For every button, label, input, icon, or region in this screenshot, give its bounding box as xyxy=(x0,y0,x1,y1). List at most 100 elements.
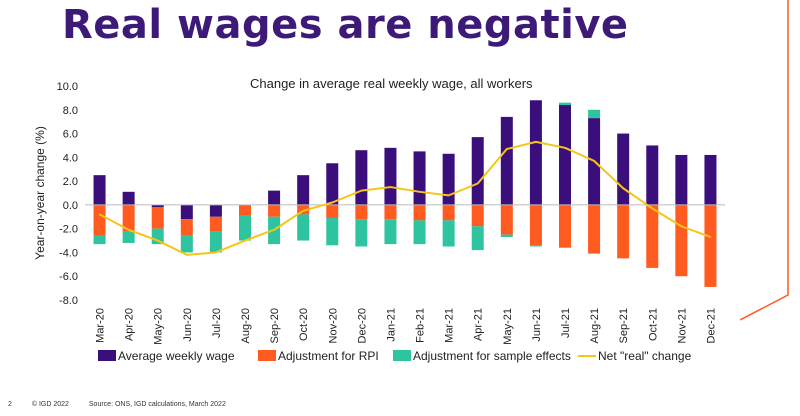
bar-wage xyxy=(151,204,164,208)
bar-rpi xyxy=(122,204,135,232)
footer-copyright: © IGD 2022 xyxy=(31,401,69,408)
bar-rpi xyxy=(268,204,281,217)
bar-wage xyxy=(529,100,542,205)
bar-wage xyxy=(297,175,310,205)
y-tick-label: 8.0 xyxy=(63,105,78,117)
net-change-point xyxy=(447,194,450,197)
x-tick-label: Dec-21 xyxy=(705,308,717,343)
net-change-point xyxy=(186,254,188,256)
y-tick-label: 4.0 xyxy=(63,152,78,164)
x-tick-label: Aug-21 xyxy=(589,308,601,343)
net-change-point xyxy=(389,186,392,188)
bar-sample xyxy=(122,231,135,243)
bar-rpi xyxy=(93,204,106,236)
bar-rpi xyxy=(151,207,164,229)
legend-swatch xyxy=(98,350,116,361)
bar-wage xyxy=(704,154,717,205)
net-change-point xyxy=(273,229,275,231)
net-change-point xyxy=(156,239,159,242)
y-tick-label: -6.0 xyxy=(59,271,78,283)
legend-label: Average weekly wage xyxy=(118,349,235,363)
x-tick-label: Mar-20 xyxy=(95,308,107,343)
bar-sample xyxy=(588,109,601,119)
net-change-point xyxy=(98,213,101,216)
x-tick-label: Apr-21 xyxy=(473,308,485,341)
bar-rpi xyxy=(384,204,397,220)
x-tick-label: Oct-21 xyxy=(647,308,659,341)
bar-wage xyxy=(559,105,571,205)
bar-sample xyxy=(384,219,397,245)
bar-rpi xyxy=(675,204,688,277)
x-tick-label: Sep-20 xyxy=(269,308,281,343)
bar-sample xyxy=(442,220,455,247)
net-change-point xyxy=(680,225,683,228)
legend-swatch xyxy=(393,350,411,361)
x-tick-label: Oct-20 xyxy=(298,308,310,341)
x-tick-label: Jan-21 xyxy=(385,308,397,342)
net-change-point xyxy=(244,239,246,242)
y-tick-label: 0.0 xyxy=(63,200,78,212)
bar-wage xyxy=(471,137,484,205)
footer-page-number: 2 xyxy=(8,401,12,408)
legend-label: Adjustment for RPI xyxy=(278,349,379,363)
bar-rpi xyxy=(180,219,193,236)
bar-rpi xyxy=(646,204,659,268)
x-tick-label: Aug-20 xyxy=(240,308,252,343)
y-tick-label: -8.0 xyxy=(59,295,78,307)
bar-rpi xyxy=(209,216,222,232)
x-tick-label: May-21 xyxy=(502,308,514,345)
net-change-point xyxy=(535,141,537,143)
y-axis-label: Year-on-year change (%) xyxy=(33,126,47,260)
net-change-point xyxy=(651,207,654,210)
bar-sample xyxy=(355,219,368,247)
footer-source: Source: ONS, IGD calculations, March 202… xyxy=(88,401,226,408)
x-tick-label: Sep-21 xyxy=(618,308,630,343)
net-change-point xyxy=(215,251,217,254)
bar-rpi xyxy=(297,204,310,215)
net-change-point xyxy=(506,148,508,150)
x-tick-label: May-20 xyxy=(153,308,165,345)
x-tick-label: Nov-20 xyxy=(327,308,339,343)
net-change-line xyxy=(99,140,711,256)
bar-sample xyxy=(180,235,193,253)
bar-sample xyxy=(93,235,106,245)
net-change-point xyxy=(593,160,595,162)
y-tick-label: -2.0 xyxy=(59,224,78,236)
net-change-point xyxy=(564,147,566,149)
bar-wage xyxy=(413,151,426,205)
bar-rpi xyxy=(355,204,368,220)
net-change-point xyxy=(360,189,363,192)
bar-sample xyxy=(529,245,542,247)
bar-wage xyxy=(355,150,368,205)
x-tick-label: Nov-21 xyxy=(676,308,688,343)
bar-wage xyxy=(326,163,339,205)
net-change-point xyxy=(127,229,130,231)
bar-rpi xyxy=(442,204,455,221)
y-tick-label: 10.0 xyxy=(57,81,78,93)
x-tick-label: Jul-21 xyxy=(560,308,572,338)
bar-sample xyxy=(326,217,339,246)
x-tick-label: Apr-20 xyxy=(124,308,136,341)
bar-sample xyxy=(239,215,251,241)
net-change-point xyxy=(622,187,624,190)
bar-wage xyxy=(209,204,222,217)
chart-title: Change in average real weekly wage, all … xyxy=(250,76,533,91)
net-change-point xyxy=(418,191,421,193)
legend-swatch xyxy=(258,350,276,361)
bar-wage xyxy=(93,175,106,205)
bar-wage xyxy=(646,145,659,205)
bar-rpi xyxy=(704,204,717,287)
bar-wage xyxy=(180,204,193,220)
bar-wage xyxy=(500,116,513,205)
bar-rpi xyxy=(588,204,601,254)
legend-label: Net "real" change xyxy=(598,349,692,363)
net-change-point xyxy=(331,201,334,204)
bar-sample xyxy=(471,226,484,251)
bar-rpi xyxy=(239,204,251,216)
bar-sample xyxy=(297,214,310,241)
y-tick-label: -4.0 xyxy=(59,247,78,259)
bar-wage xyxy=(268,190,281,205)
bar-wage xyxy=(122,191,135,205)
bar-wage xyxy=(675,154,688,205)
